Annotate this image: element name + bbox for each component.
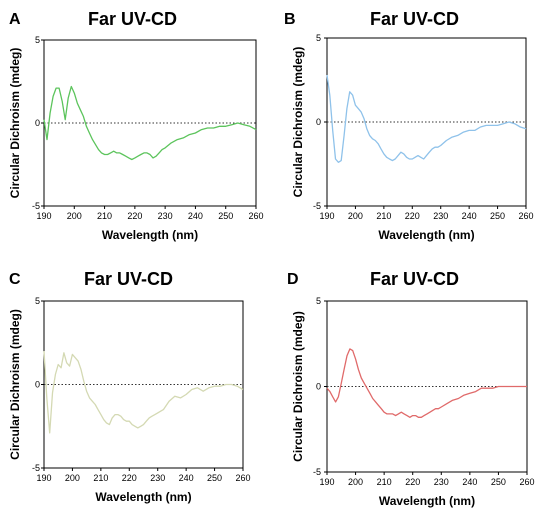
- panel-b: B Far UV-CD 5 0 -5 190 200 210 220 230 240 250 260…: [275, 0, 550, 257]
- y-tick-label: 5: [35, 35, 40, 45]
- x-tick-label: 250: [490, 211, 505, 221]
- y-tick-label: 5: [35, 296, 40, 306]
- y-axis-label: Circular Dichroism (mdeg): [291, 311, 305, 462]
- x-tick-label: 230: [433, 211, 448, 221]
- y-axis-label: Circular Dichroism (mdeg): [8, 48, 22, 199]
- x-tick-label: 220: [122, 473, 137, 483]
- x-axis-label: Wavelength (nm): [378, 228, 474, 242]
- y-axis-label: Circular Dichroism (mdeg): [8, 309, 22, 460]
- x-tick-label: 250: [218, 211, 233, 221]
- x-tick-label: 240: [462, 477, 477, 487]
- y-tick-label: 0: [316, 382, 321, 392]
- cd-spectrum-line: [326, 74, 527, 163]
- panel-a: A Far UV-CD 5 0 -5 190 200 210 220 230 240 250 260…: [0, 0, 275, 257]
- y-tick-label: -5: [313, 467, 321, 477]
- x-tick-label: 220: [127, 211, 142, 221]
- x-axis-label: Wavelength (nm): [102, 228, 198, 242]
- x-tick-label: 210: [97, 211, 112, 221]
- chart-title: Far UV-CD: [370, 9, 460, 29]
- x-tick-label: 250: [491, 477, 506, 487]
- panel-d: D Far UV-CD 5 0 -5 190 200 210 220 230 240 250 260…: [275, 257, 550, 514]
- x-tick-label: 260: [235, 473, 250, 483]
- x-axis-label: Wavelength (nm): [379, 494, 475, 508]
- y-tick-label: 0: [35, 118, 40, 128]
- x-tick-label: 220: [405, 477, 420, 487]
- x-tick-label: 240: [179, 473, 194, 483]
- x-tick-label: 190: [36, 473, 51, 483]
- panel-letter: D: [287, 271, 299, 288]
- x-tick-label: 200: [348, 211, 363, 221]
- x-tick-label: 190: [319, 211, 334, 221]
- x-tick-label: 210: [377, 477, 392, 487]
- x-tick-label: 220: [405, 211, 420, 221]
- y-tick-label: -5: [32, 201, 40, 211]
- x-tick-label: 260: [519, 477, 534, 487]
- x-tick-label: 230: [150, 473, 165, 483]
- cd-spectrum-line: [43, 85, 257, 161]
- chart-title: Far UV-CD: [88, 9, 178, 29]
- chart-title: Far UV-CD: [370, 269, 460, 289]
- y-tick-label: -5: [313, 201, 321, 211]
- cd-spectrum-line: [326, 348, 527, 418]
- x-tick-label: 240: [462, 211, 477, 221]
- x-tick-label: 190: [36, 211, 51, 221]
- x-tick-label: 230: [158, 211, 173, 221]
- x-tick-label: 210: [93, 473, 108, 483]
- x-tick-label: 200: [348, 477, 363, 487]
- x-tick-label: 260: [248, 211, 263, 221]
- y-tick-label: 0: [35, 380, 40, 390]
- x-tick-label: 260: [518, 211, 533, 221]
- y-tick-label: 5: [316, 296, 321, 306]
- x-tick-label: 210: [376, 211, 391, 221]
- x-tick-label: 200: [67, 211, 82, 221]
- y-tick-label: -5: [32, 463, 40, 473]
- panel-c: C Far UV-CD 5 0 -5 190 200 210 220 230 240 250 260…: [0, 257, 275, 514]
- y-tick-label: 0: [316, 117, 321, 127]
- x-tick-label: 250: [207, 473, 222, 483]
- y-tick-label: 5: [316, 33, 321, 43]
- panel-letter: A: [9, 11, 21, 28]
- y-axis-label: Circular Dichroism (mdeg): [291, 47, 305, 198]
- panel-letter: B: [284, 11, 296, 28]
- cd-spectrum-line: [43, 351, 244, 434]
- chart-title: Far UV-CD: [84, 269, 174, 289]
- x-axis-label: Wavelength (nm): [95, 490, 191, 504]
- x-tick-label: 190: [319, 477, 334, 487]
- x-tick-label: 200: [65, 473, 80, 483]
- panel-letter: C: [9, 271, 21, 288]
- x-tick-label: 230: [434, 477, 449, 487]
- x-tick-label: 240: [188, 211, 203, 221]
